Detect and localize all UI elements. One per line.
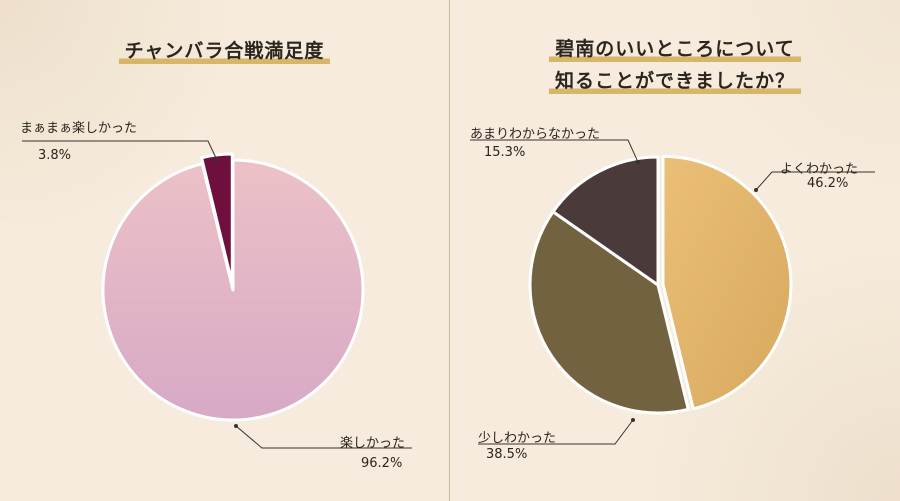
- label-slice-1-1: 少しわかった: [478, 431, 557, 446]
- label-slice-0-0: 楽しかった: [340, 436, 406, 451]
- pie-slice-1-1: [528, 210, 690, 415]
- value-slice-0-1: 3.8%: [38, 148, 72, 163]
- panel-divider: [449, 0, 450, 501]
- leader-dot-1-0: [636, 160, 640, 164]
- leader-line-0-1: [235, 425, 412, 449]
- chart-panel-understanding: 碧南のいいところについて 知ることができましたか？ あまりわからなかった 15.…: [450, 0, 900, 501]
- chart-title-understanding: 碧南のいいところについて 知ることができましたか？: [450, 36, 900, 100]
- label-slice-1-0: よくわかった: [780, 162, 859, 177]
- pie-slice-0-1: [200, 152, 234, 286]
- leader-line-1-0: [470, 139, 639, 163]
- value-slice-0-0: 96.2%: [361, 456, 403, 471]
- value-slice-1-0: 46.2%: [807, 176, 849, 191]
- pie-slice-1-2: [551, 155, 660, 287]
- chart-title-satisfaction: チャンバラ合戦満足度: [0, 38, 449, 70]
- pie-slice-0-0: [101, 158, 365, 422]
- leader-dot-1-2: [631, 418, 635, 422]
- value-slice-1-1: 38.5%: [486, 447, 528, 462]
- leader-dot-0-1: [234, 424, 238, 428]
- label-slice-0-1: まぁまぁ楽しかった: [20, 121, 138, 136]
- leader-dot-0-0: [215, 158, 219, 162]
- leader-line-1-1: [755, 171, 875, 191]
- leader-dot-1-1: [754, 188, 758, 192]
- title-line-2: 知ることができましたか？: [548, 68, 801, 94]
- pie-chart-satisfaction: [22, 140, 412, 449]
- title-line: チャンバラ合戦満足度: [118, 38, 331, 64]
- title-line-1: 碧南のいいところについて: [549, 36, 801, 62]
- leader-line-1-2: [478, 419, 634, 445]
- chart-panel-satisfaction: チャンバラ合戦満足度 まぁまぁ楽しかった 3.8% 楽しかった 96.2%: [0, 0, 449, 501]
- value-slice-1-2: 15.3%: [484, 145, 526, 160]
- leader-line-0-0: [22, 140, 218, 161]
- label-slice-1-2: あまりわからなかった: [470, 127, 601, 142]
- pie-slice-1-0: [661, 154, 793, 411]
- pie-chart-understanding: [470, 139, 875, 445]
